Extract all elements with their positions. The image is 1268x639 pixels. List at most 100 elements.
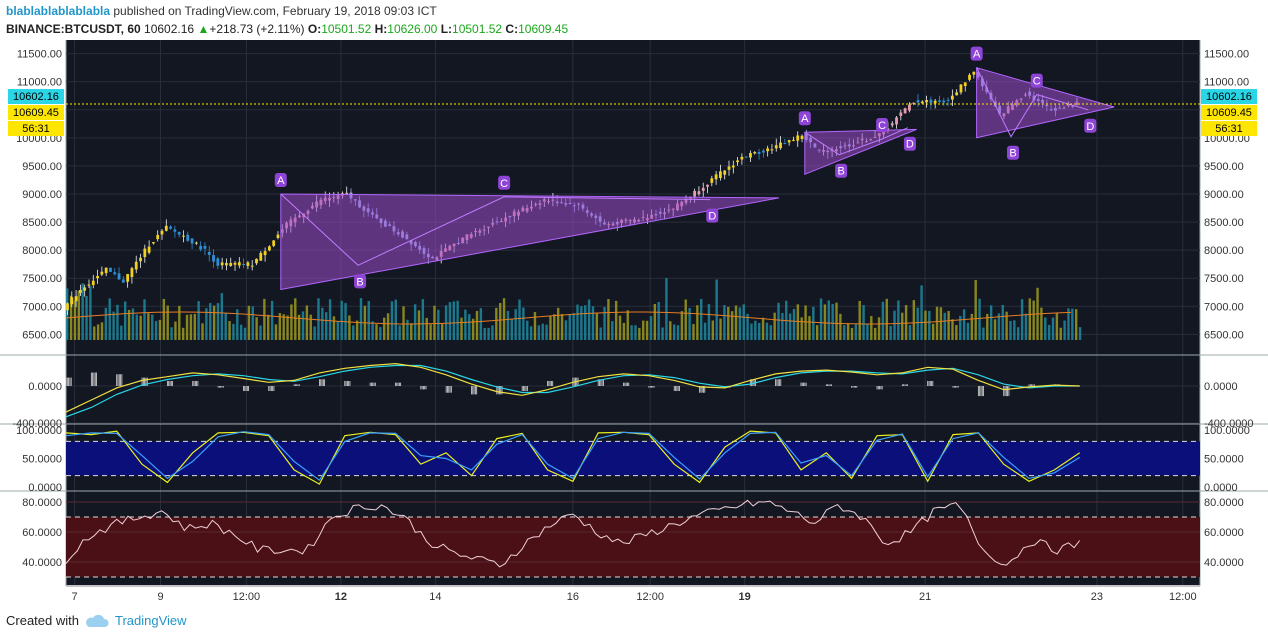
candle-body <box>156 234 160 240</box>
rsi-tick-right: 60.0000 <box>1204 527 1244 539</box>
x-tick-label: 12:00 <box>636 591 664 603</box>
volume-bar <box>81 283 84 340</box>
candle-body <box>190 238 194 244</box>
candle-body <box>972 71 976 75</box>
volume-bar <box>564 320 568 340</box>
candle-body <box>719 171 722 178</box>
volume-bar <box>495 307 498 340</box>
volume-bar <box>471 318 475 340</box>
volume-bar <box>711 320 715 340</box>
candle-body <box>229 262 233 266</box>
candle-body <box>263 251 267 256</box>
volume-bar <box>835 302 838 340</box>
candle-body <box>950 95 954 100</box>
tradingview-brand[interactable]: TradingView <box>114 613 187 628</box>
volume-bar <box>796 304 800 340</box>
volume-bar <box>321 307 324 340</box>
volume-bar <box>491 325 494 340</box>
candle-body <box>912 102 916 104</box>
volume-bar <box>197 301 200 340</box>
volume-bar <box>873 327 877 340</box>
y-tick-label-right: 6500.00 <box>1204 329 1244 341</box>
volume-bar <box>669 321 672 340</box>
volume-bar <box>251 306 254 340</box>
volume-bar <box>1009 320 1012 340</box>
volume-bar <box>379 327 382 340</box>
y-tick-label-right: 7500.00 <box>1204 273 1244 285</box>
volume-bar <box>282 314 285 340</box>
volume-bar <box>239 324 243 340</box>
pattern-point-label: D <box>708 211 716 223</box>
publish-line: blablablablablabla published on TradingV… <box>6 4 437 18</box>
volume-bar <box>808 316 811 340</box>
volume-bar <box>688 308 691 340</box>
volume-bar <box>232 323 235 340</box>
author-name[interactable]: blablablablablabla <box>6 4 111 18</box>
candle-body <box>701 187 705 191</box>
volume-bar <box>131 308 135 340</box>
volume-bar <box>216 303 220 340</box>
pattern-point-label: C <box>1033 76 1041 88</box>
candle-body <box>796 135 800 141</box>
volume-bar <box>487 327 490 340</box>
y-tick-label-right: 11500.00 <box>1204 49 1249 61</box>
volume-bar <box>587 299 591 340</box>
change: +218.73 (+2.11%) <box>209 22 305 36</box>
volume-bar <box>514 309 517 340</box>
candle-body <box>697 191 701 195</box>
published-text: published on TradingView.com, February 1… <box>113 4 437 18</box>
volume-bar <box>727 306 730 340</box>
volume-bar <box>653 303 657 340</box>
pattern-point-label: C <box>500 178 508 190</box>
volume-bar <box>386 313 390 340</box>
candle-body <box>220 262 224 266</box>
symbol[interactable]: BINANCE:BTCUSDT, 60 <box>6 22 141 36</box>
candle-body <box>267 246 271 251</box>
volume-bar <box>247 305 251 340</box>
y-tick-label-right: 9500.00 <box>1204 161 1244 173</box>
volume-bar <box>263 298 266 340</box>
volume-bar <box>367 300 370 340</box>
candle-body <box>152 242 155 244</box>
volume-bar <box>209 303 212 340</box>
candle-body <box>706 184 709 187</box>
price-label-right-bg <box>1201 89 1257 105</box>
volume-bar <box>966 322 970 340</box>
trading-chart[interactable]: 7 9 12:00 12 14 16 12:00 19 21 23 12:00 11500.00 115… <box>0 40 1268 608</box>
volume-bar <box>383 317 386 340</box>
volume-bar <box>120 325 123 340</box>
candle-body <box>199 245 203 250</box>
x-tick-label: 21 <box>919 591 931 603</box>
volume-bar <box>634 325 637 340</box>
volume-bar <box>638 327 641 340</box>
volume-bar <box>568 314 571 340</box>
candle-body <box>173 229 177 232</box>
volume-bar <box>533 312 537 340</box>
volume-bar <box>174 321 177 340</box>
candle-body <box>938 100 941 102</box>
candle-body <box>800 135 804 140</box>
candle-body <box>212 255 215 262</box>
pattern-point-badge <box>1007 145 1019 160</box>
y-tick-label-left: 11500.00 <box>17 49 62 61</box>
volume-bar <box>1078 327 1082 340</box>
volume-bar <box>433 305 436 340</box>
volume-bar <box>618 315 622 340</box>
stoch-tick-right: 100.0000 <box>1204 425 1250 437</box>
volume-bar <box>746 313 749 340</box>
tradingview-cloud-icon <box>86 614 109 627</box>
volume-bar <box>89 286 92 340</box>
volume-bar <box>123 301 127 340</box>
volume-bar <box>1047 324 1051 340</box>
high-value: 10626.00 <box>387 22 438 36</box>
candle-body <box>117 273 121 280</box>
volume-bar <box>340 300 343 340</box>
volume-bar <box>348 315 351 340</box>
abcd-zigzag <box>976 67 1089 138</box>
candle-body <box>87 284 91 286</box>
volume-bar <box>1017 327 1020 340</box>
volume-bar <box>707 304 711 340</box>
volume-bar <box>951 319 954 340</box>
candle-body <box>792 139 795 141</box>
candle-body <box>242 264 246 266</box>
